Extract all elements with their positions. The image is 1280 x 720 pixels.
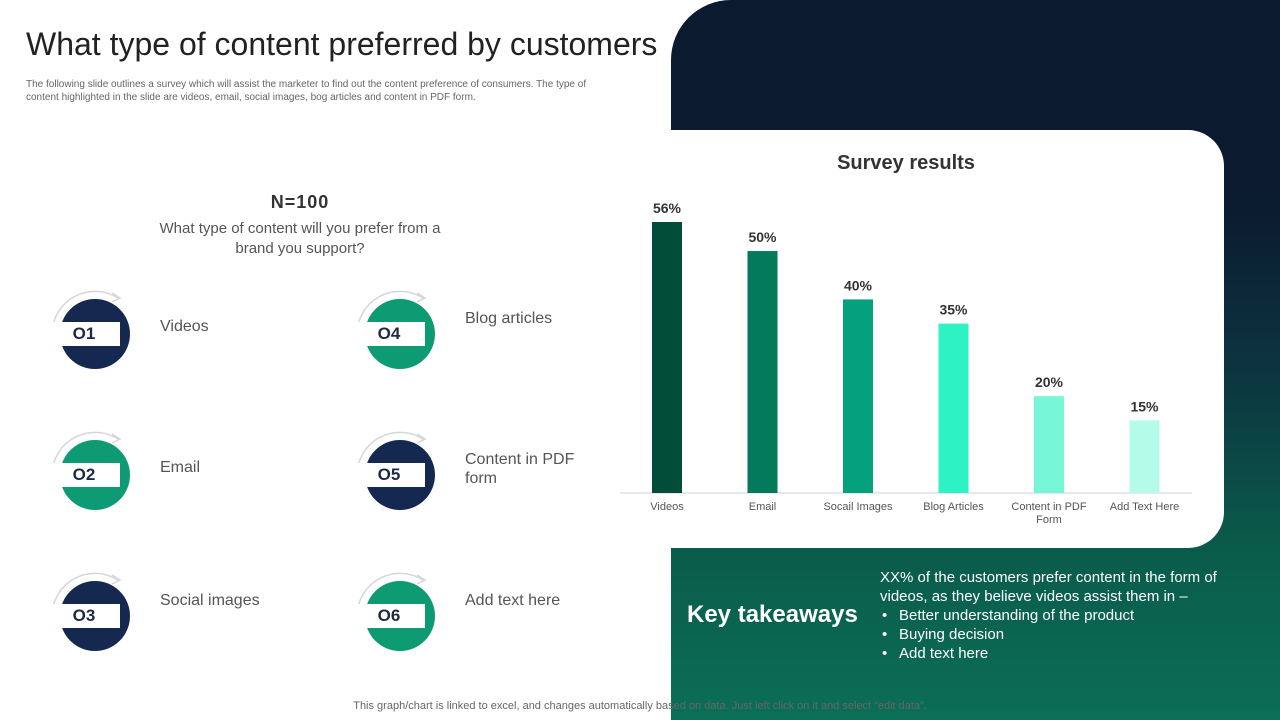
bar-5 [1129,420,1160,493]
key-takeaways-title: Key takeaways [687,601,858,628]
data-label-1: 50% [748,229,777,245]
bar-3 [938,323,969,493]
x-tick-label-0: Videos [650,501,684,513]
x-tick-label-1: Email [749,501,777,513]
option-item: O3 Social images [48,569,308,659]
option-number: O1 [48,322,120,346]
data-label-5: 15% [1130,398,1159,414]
option-label: Social images [160,592,260,609]
option-number: O2 [48,463,120,487]
option-label: Email [160,459,201,476]
data-label-3: 35% [939,302,968,318]
takeaway-bullet: Better understanding of the product [880,606,1260,625]
option-number: O5 [353,463,425,487]
page-title: What type of content preferred by custom… [26,26,658,62]
footnote: This graph/chart is linked to excel, and… [353,700,927,712]
option-item: O5 Content in PDF form [353,428,613,518]
option-number: O3 [48,604,120,628]
survey-bar-chart: 56% Videos 50% Email 40% Socail Images 35% Blog… [620,200,1192,526]
bar-1 [747,251,778,493]
option-number: O6 [353,604,425,628]
option-label: Videos [160,318,209,335]
chart-title: Survey results [837,152,975,174]
key-takeaways-intro: XX% of the customers prefer content in t… [880,569,1217,605]
x-tick-label-3: Blog Articles [923,501,984,513]
takeaway-bullet: Buying decision [880,625,1260,644]
sample-size-label: N=100 [270,192,330,212]
option-item: O2 Email [48,428,308,518]
option-label: Content in PDF form [465,451,575,487]
x-tick-label-5: Add Text Here [1110,501,1180,513]
x-tick-label-2: Socail Images [823,501,893,513]
key-takeaways-list: Better understanding of the product Buyi… [880,606,1260,663]
page-subtitle: The following slide outlines a survey wh… [26,79,587,103]
option-item: O4 Blog articles [353,287,613,377]
bar-0 [652,222,682,493]
x-tick-label-4: Content in PDF Form [1011,501,1086,526]
option-item: O6 Add text here [353,569,613,659]
chart-card: Survey results 56% Videos 50% Email 40% Socai… [588,130,1224,548]
bar-2 [843,299,873,493]
takeaway-bullet: Add text here [880,644,1260,663]
option-number: O4 [353,322,425,346]
data-label-2: 40% [844,277,873,293]
option-label: Blog articles [465,310,553,327]
option-label: Add text here [465,592,561,609]
survey-question: What type of content will you prefer fro… [159,220,441,257]
bar-4 [1034,396,1064,493]
data-label-0: 56% [653,200,682,216]
key-takeaways-body: XX% of the customers prefer content in t… [880,568,1260,663]
option-item: O1 Videos [48,287,308,377]
data-label-4: 20% [1035,374,1064,390]
